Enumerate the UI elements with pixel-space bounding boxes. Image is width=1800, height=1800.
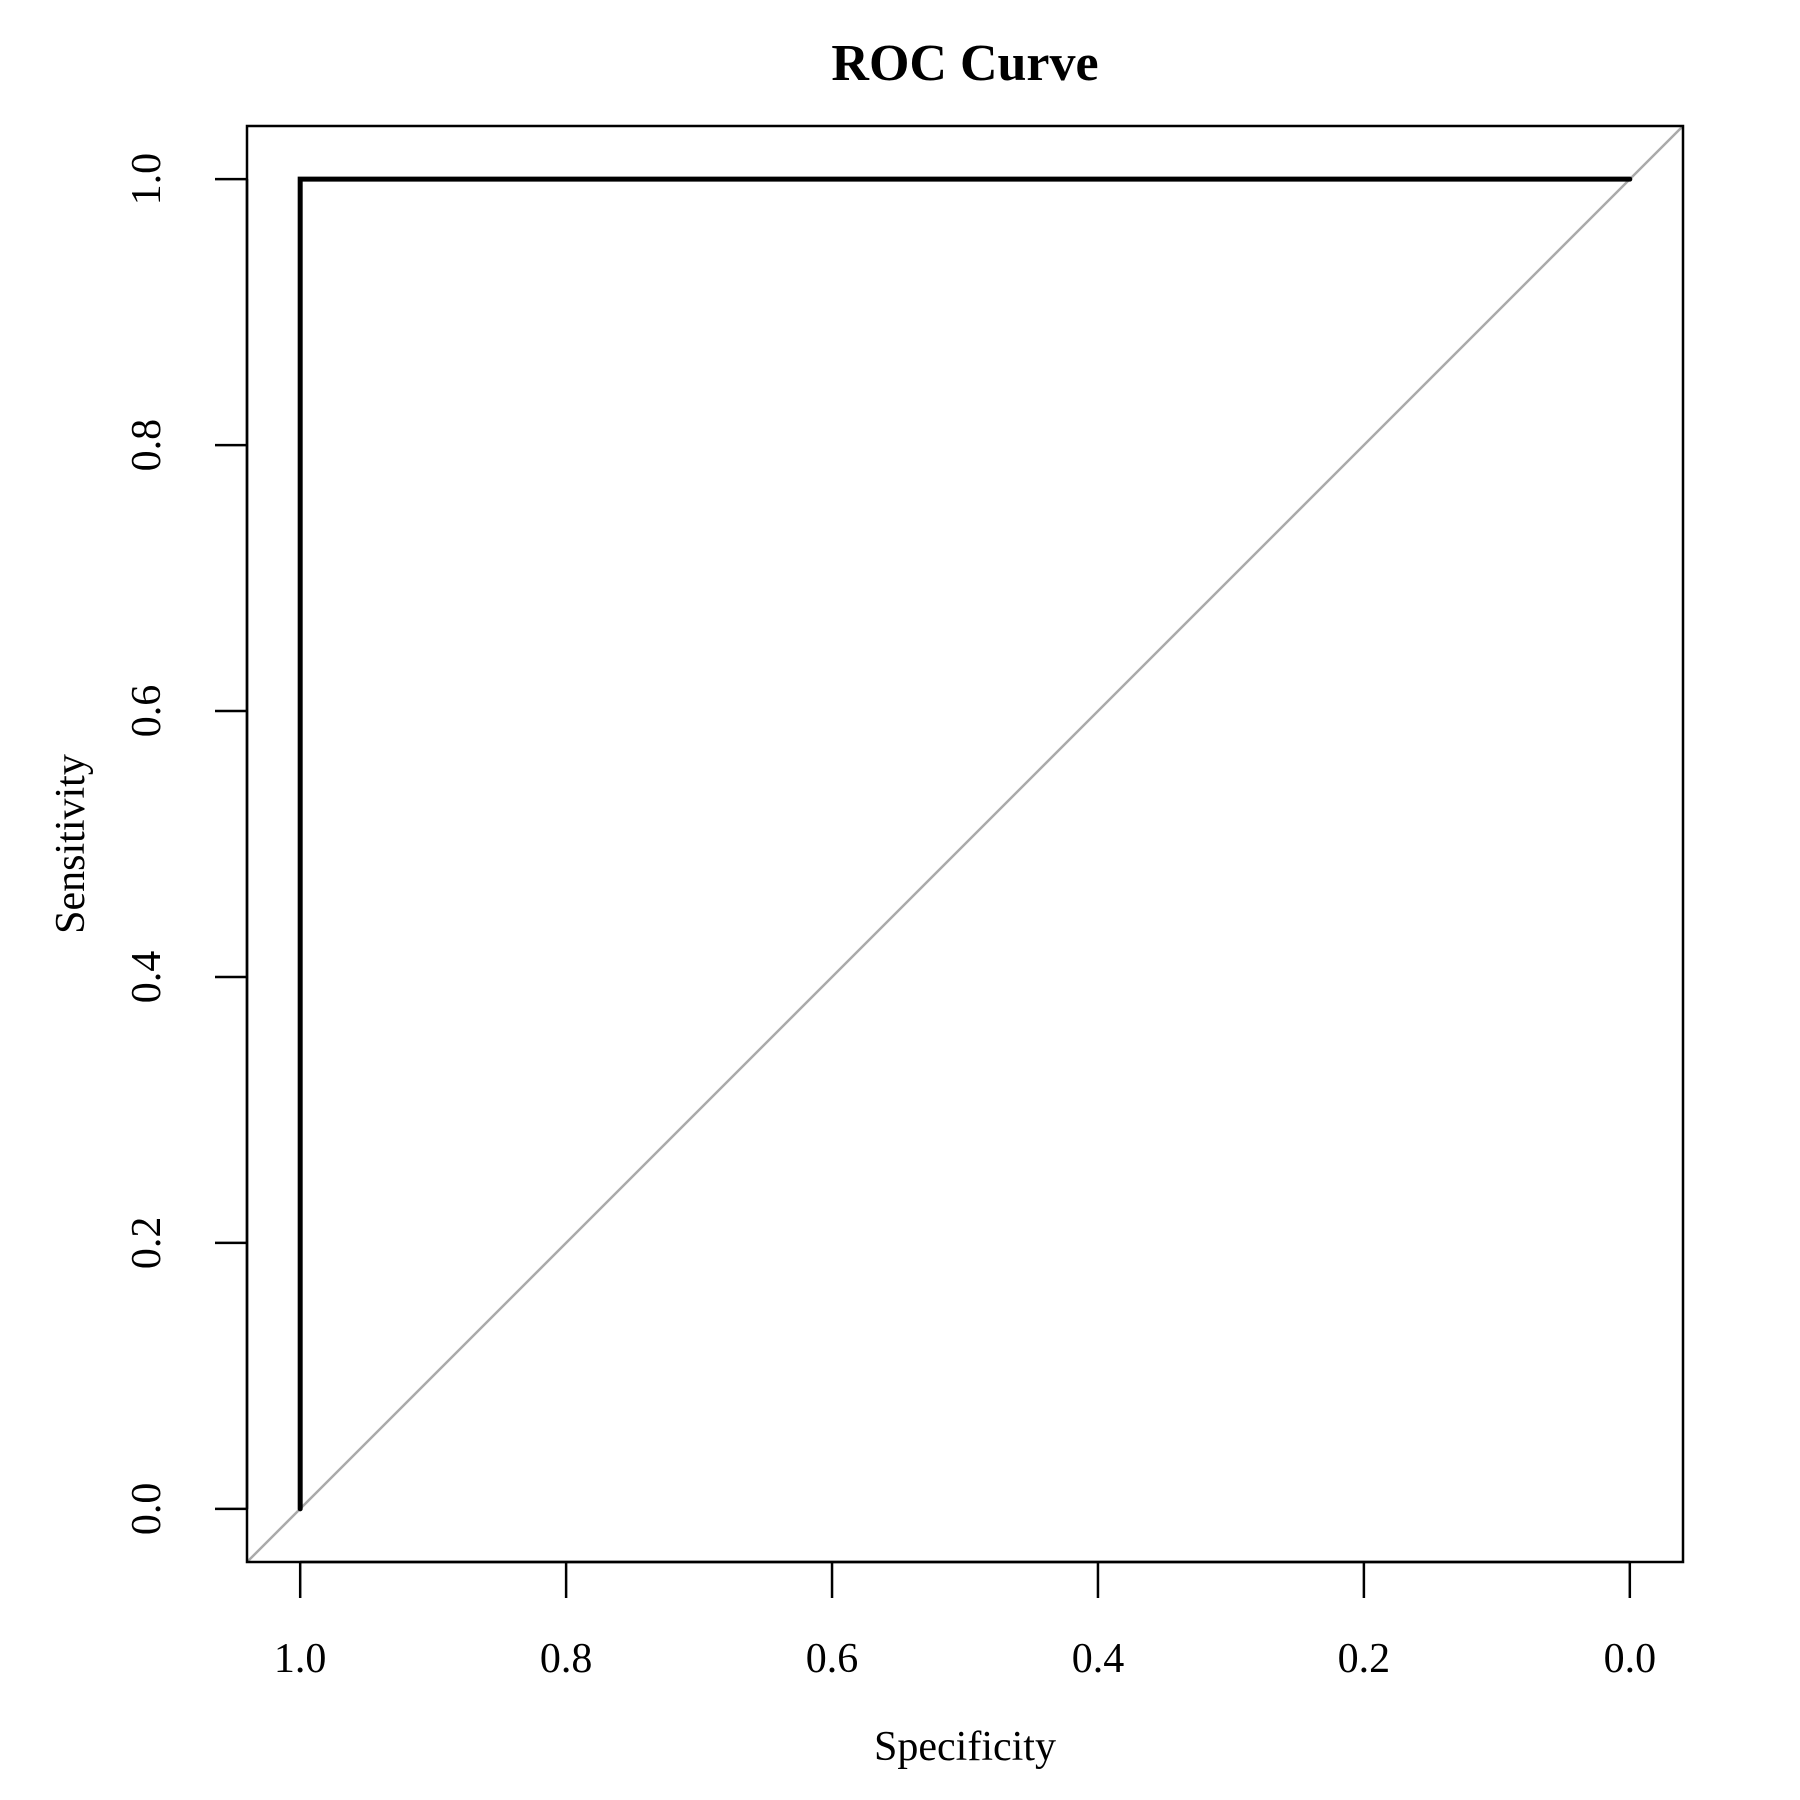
y-tick-label: 0.2: [124, 1217, 170, 1270]
x-tick-label: 0.0: [1604, 1636, 1657, 1682]
y-tick-label: 0.6: [124, 685, 170, 738]
y-axis-label: Sensitivity: [48, 754, 94, 934]
chart-title: ROC Curve: [831, 35, 1098, 92]
y-tick-label: 0.8: [124, 419, 170, 472]
y-tick-label: 0.4: [124, 951, 170, 1004]
y-axis: 0.0 0.2 0.4 0.6 0.8 1.0: [124, 153, 249, 1536]
y-tick-label: 1.0: [124, 153, 170, 206]
x-axis-label: Specificity: [874, 1724, 1056, 1770]
x-tick-label: 0.6: [806, 1636, 859, 1682]
reference-diagonal-line: [246, 125, 1684, 1563]
plot-layer: [246, 125, 1684, 1563]
y-tick-label: 0.0: [124, 1483, 170, 1536]
x-tick-label: 1.0: [274, 1636, 327, 1682]
x-axis: 1.0 0.8 0.6 0.4 0.2 0.0: [274, 1560, 1657, 1682]
x-tick-label: 0.2: [1338, 1636, 1391, 1682]
roc-curve-line: [297, 176, 1633, 1512]
x-tick-label: 0.4: [1072, 1636, 1125, 1682]
x-tick-label: 0.8: [540, 1636, 593, 1682]
